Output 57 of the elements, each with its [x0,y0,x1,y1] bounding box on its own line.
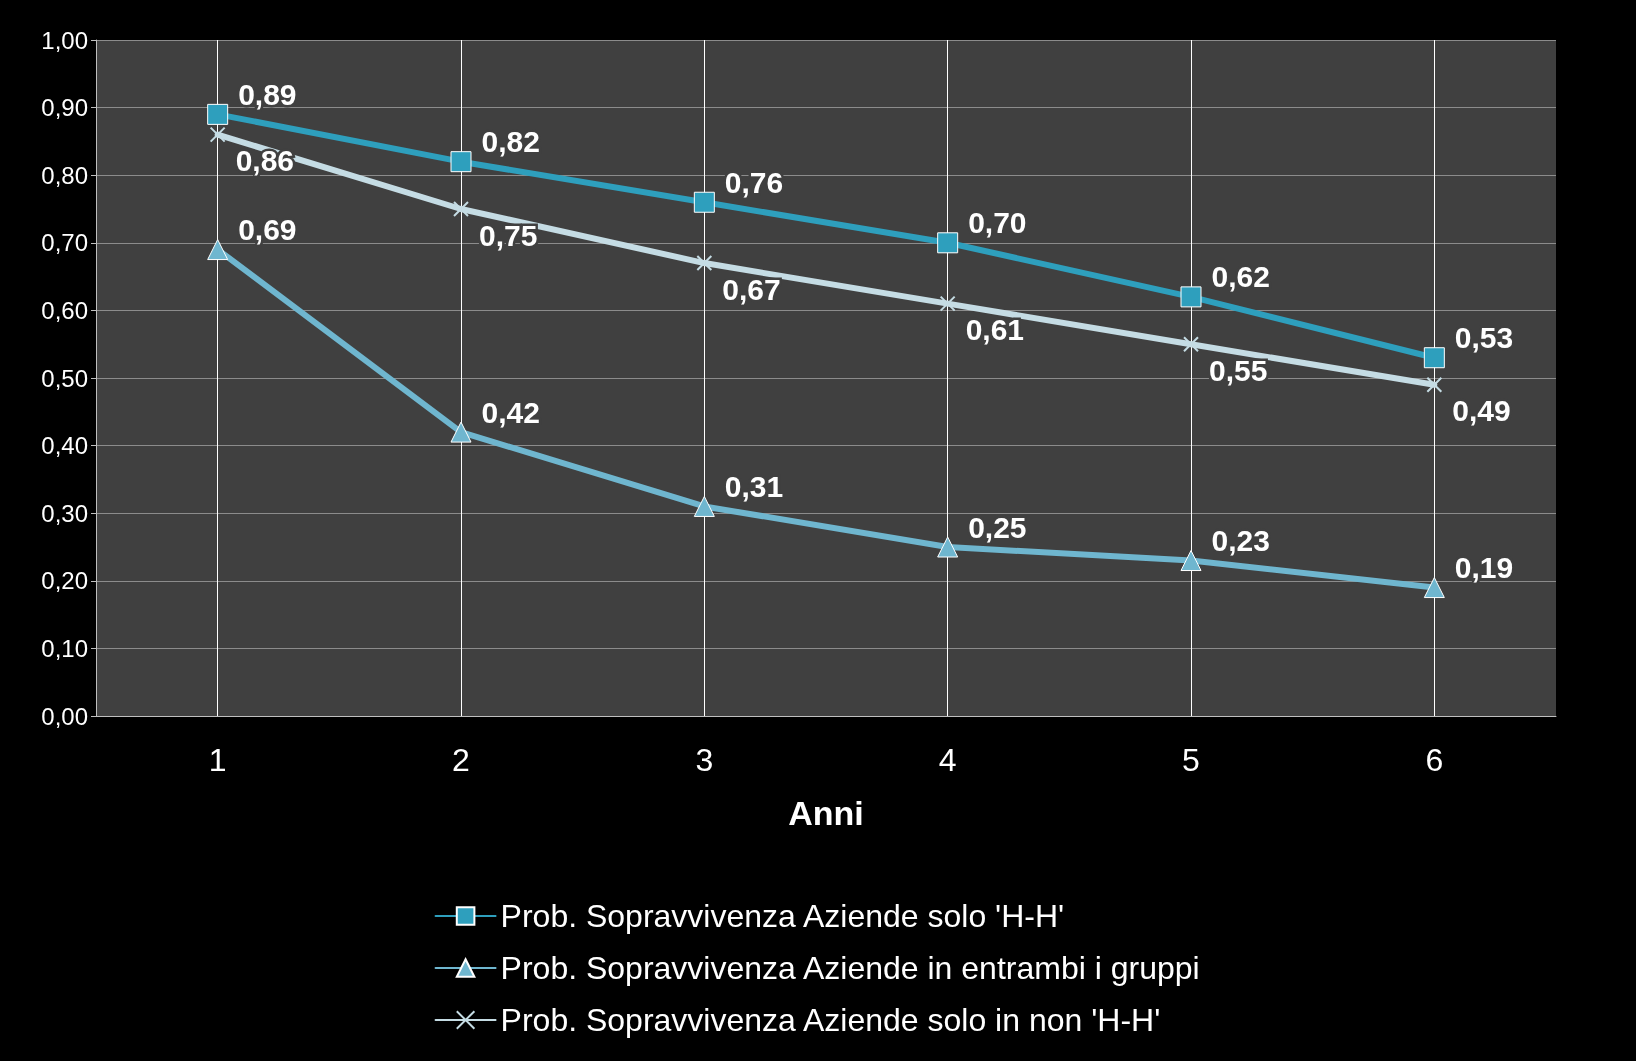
point [937,536,959,558]
data-label: 0,61 [965,313,1025,347]
x-tick-label: 5 [1182,742,1200,778]
data-label: 0,55 [1209,353,1268,387]
point [1180,286,1202,308]
point [450,421,472,443]
data-label: 0,86 [235,144,295,178]
data-label: 0,82 [481,125,540,159]
legend-label: Prob. Sopravvivenza Aziende solo in non 'H-H' [500,1002,1161,1038]
x-tick-label: 2 [452,742,470,778]
y-tick-label: 0,60 [41,296,88,324]
y-tick-label: 0,70 [41,229,88,257]
data-label: 0,31 [724,469,784,503]
data-label: 0,49 [1452,394,1511,428]
point [696,255,713,272]
y-tick-label: 0,20 [41,567,88,595]
x-tick-label: 3 [695,742,714,778]
data-label: 0,76 [724,165,784,199]
legend-label: Prob. Sopravvivenza Aziende solo 'H-H' [500,898,1065,934]
point [209,126,226,143]
data-label: 0,69 [238,213,297,247]
point [693,495,715,517]
data-label: 0,42 [481,395,540,429]
y-tick-label: 1,00 [41,26,88,54]
point [1423,577,1445,599]
x-tick-label: 4 [938,742,957,778]
y-tick-label: 0,50 [41,364,88,392]
point [1180,550,1202,572]
data-label: 0,70 [968,206,1027,240]
point [937,232,959,254]
data-label: 0,75 [479,218,538,252]
point [693,191,715,213]
x-axis-title: Anni [788,794,864,832]
point [1426,376,1443,393]
point [207,239,229,261]
y-tick-label: 0,10 [41,634,88,662]
y-tick-label: 0,30 [41,499,88,527]
data-label: 0,53 [1454,321,1514,355]
point [939,295,956,312]
point [453,201,469,217]
y-tick-label: 0,40 [41,432,88,460]
point [450,151,472,173]
data-label: 0,67 [722,272,781,306]
data-label: 0,23 [1211,524,1270,558]
data-label: 0,89 [238,77,297,111]
point [207,103,229,125]
legend-label: Prob. Sopravvivenza Aziende in entrambi i gruppi [500,950,1200,986]
point [1423,347,1445,369]
x-tick-label: 6 [1425,742,1444,778]
y-tick-label: 0,00 [41,702,88,730]
data-label: 0,62 [1211,260,1270,294]
y-tick-label: 0,90 [41,94,88,122]
data-label: 0,25 [968,510,1027,544]
data-label: 0,19 [1454,551,1514,585]
y-tick-label: 0,80 [41,161,88,189]
point [1183,336,1199,353]
x-tick-label: 1 [208,742,227,778]
